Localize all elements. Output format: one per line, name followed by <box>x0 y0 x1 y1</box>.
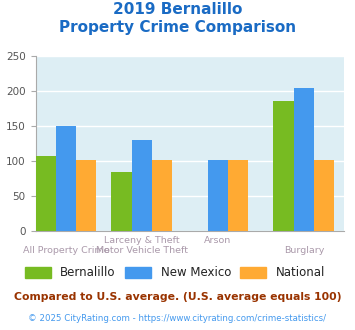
Text: Property Crime Comparison: Property Crime Comparison <box>59 20 296 35</box>
Legend: Bernalillo, New Mexico, National: Bernalillo, New Mexico, National <box>20 262 330 284</box>
Text: Motor Vehicle Theft: Motor Vehicle Theft <box>96 246 188 255</box>
Text: All Property Crime: All Property Crime <box>23 246 109 255</box>
Text: © 2025 CityRating.com - https://www.cityrating.com/crime-statistics/: © 2025 CityRating.com - https://www.city… <box>28 314 327 323</box>
Bar <box>208 160 228 231</box>
Bar <box>111 172 132 231</box>
Bar <box>152 160 172 231</box>
Text: Compared to U.S. average. (U.S. average equals 100): Compared to U.S. average. (U.S. average … <box>14 292 341 302</box>
Text: 2019 Bernalillo: 2019 Bernalillo <box>113 2 242 16</box>
Bar <box>132 140 152 231</box>
Bar <box>36 156 56 231</box>
Bar <box>314 160 334 231</box>
Bar <box>76 160 96 231</box>
Bar <box>56 126 76 231</box>
Text: Arson: Arson <box>204 236 231 245</box>
Bar <box>294 87 314 231</box>
Text: Larceny & Theft: Larceny & Theft <box>104 236 180 245</box>
Bar <box>273 101 294 231</box>
Bar <box>228 160 248 231</box>
Text: Burglary: Burglary <box>284 246 324 255</box>
